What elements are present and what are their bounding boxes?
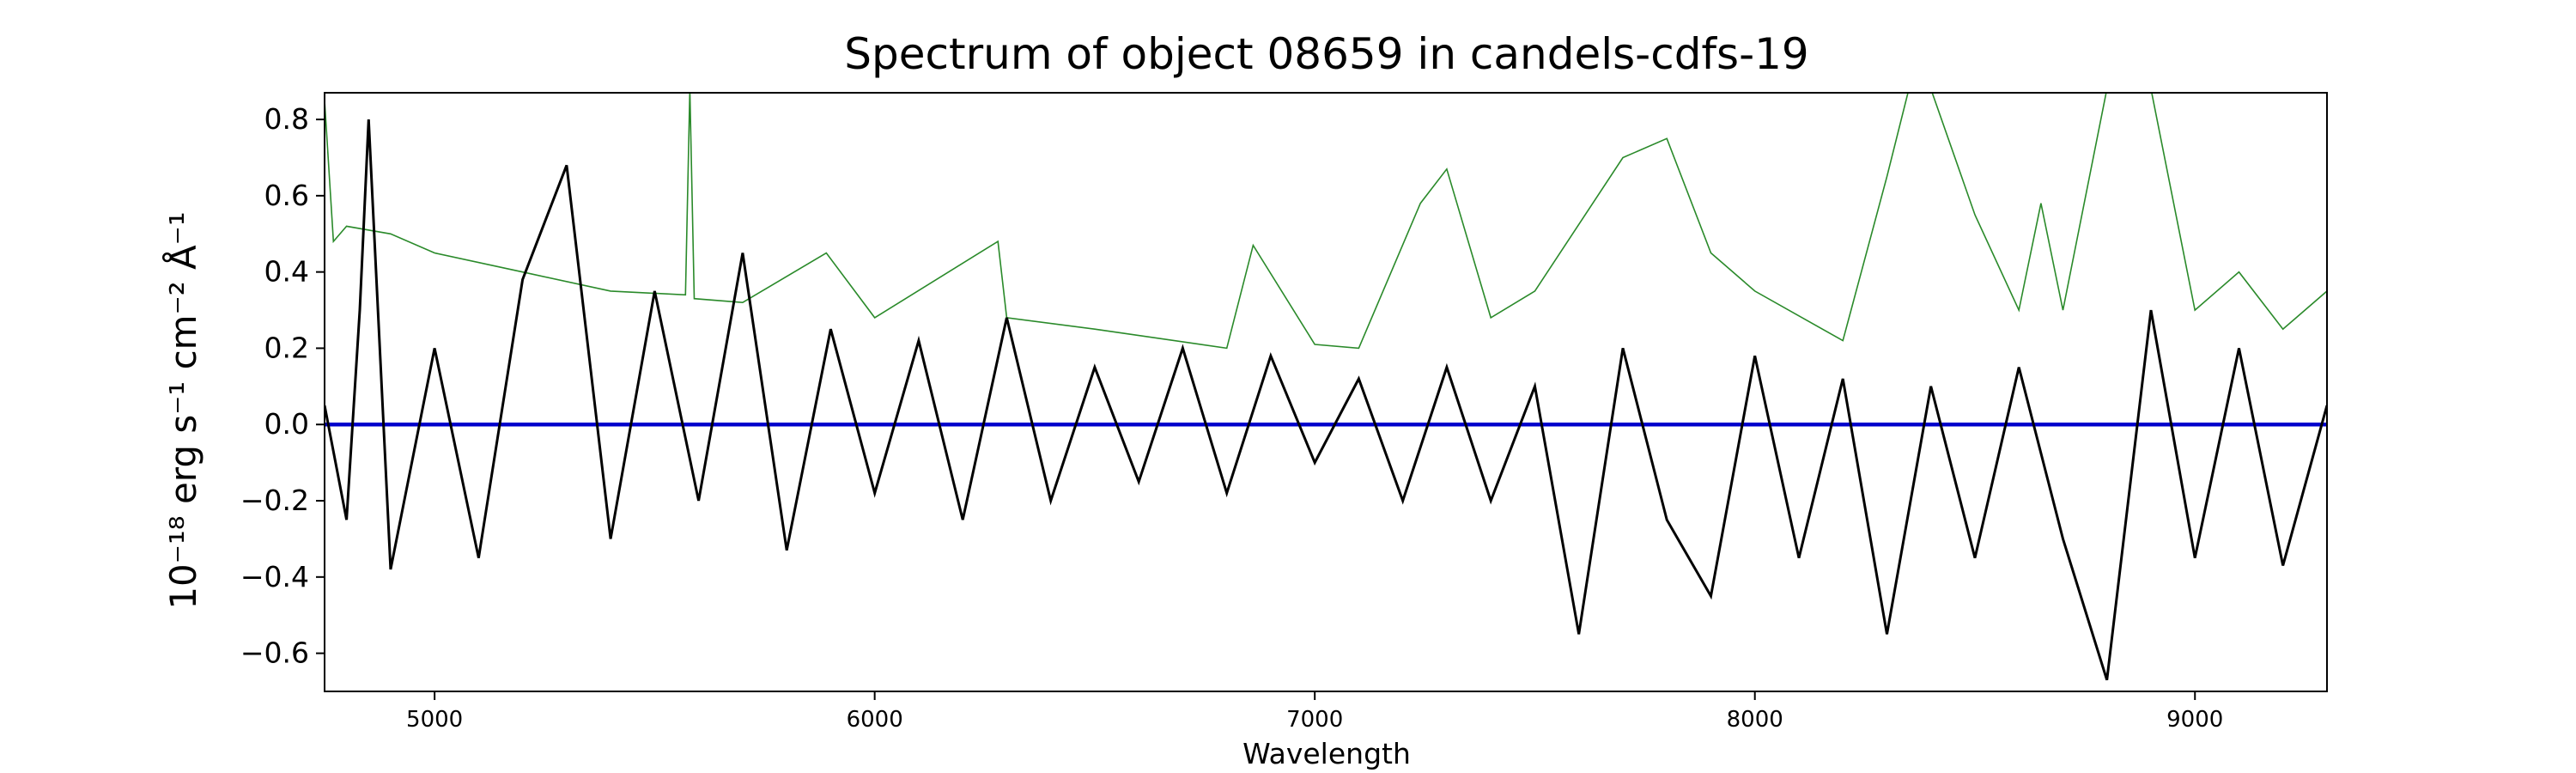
- y-axis: −0.6 −0.4 −0.2 0.0 0.2 0.4 0.6 0.8: [240, 102, 325, 670]
- y-tick-label: 0.4: [264, 255, 309, 289]
- x-tick-label: 5000: [406, 707, 463, 733]
- x-axis-label: Wavelength: [1242, 737, 1411, 770]
- x-tick-label: 7000: [1286, 707, 1343, 733]
- x-tick-label: 9000: [2166, 707, 2223, 733]
- y-tick-label: 0.2: [264, 331, 309, 364]
- y-axis-label: 10⁻¹⁸ erg s⁻¹ cm⁻² Å⁻¹: [161, 211, 204, 609]
- y-tick-label: −0.2: [240, 484, 309, 517]
- y-tick-label: 0.6: [264, 179, 309, 212]
- plot-area: [324, 92, 2328, 692]
- y-tick-label: −0.4: [240, 560, 309, 593]
- y-tick-label: 0.8: [264, 102, 309, 136]
- x-tick-label: 8000: [1727, 707, 1783, 733]
- plot-frame: [324, 92, 2328, 692]
- x-tick-label: 6000: [847, 707, 903, 733]
- flux-spectrum-line: [325, 119, 2327, 681]
- y-tick-label: 0.0: [264, 407, 309, 441]
- y-tick-label: −0.6: [240, 636, 309, 670]
- error-spectrum-line: [325, 93, 2327, 350]
- x-axis: 5000 6000 7000 8000 9000: [406, 691, 2223, 733]
- chart-title: Spectrum of object 08659 in candels-cdfs…: [844, 29, 1809, 79]
- plot-background: [325, 93, 2327, 691]
